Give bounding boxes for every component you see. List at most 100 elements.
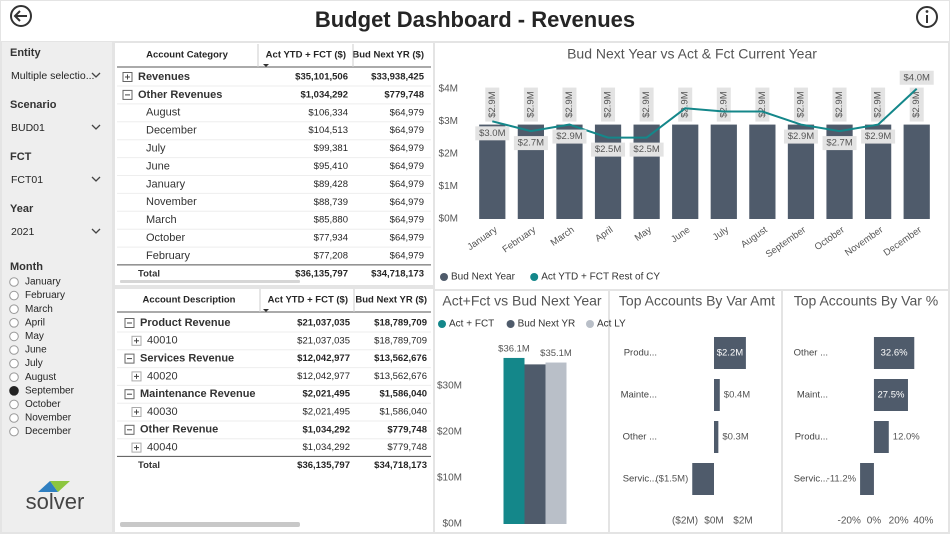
radio-button[interactable] (9, 358, 19, 369)
data-label: $0.4M (724, 390, 750, 401)
radio-button[interactable] (9, 413, 19, 423)
row-label: Services Revenue (140, 353, 234, 365)
filter-value[interactable]: 2021 (11, 226, 35, 238)
label-box (523, 87, 538, 122)
cell-value: $13,562,676 (374, 353, 427, 364)
radio-button[interactable] (9, 331, 19, 342)
table-panel (115, 289, 433, 532)
data-label: $4.0M (904, 72, 930, 83)
filter-label: Scenario (10, 99, 57, 111)
data-label: $2.9M (525, 91, 536, 117)
data-label: $2.9M (757, 91, 768, 117)
legend-label: Act LY (597, 319, 626, 330)
data-label: $2.9M (795, 91, 806, 117)
radio-button[interactable] (9, 277, 19, 287)
row-label: 40030 (147, 406, 178, 418)
cell-value: $64,979 (390, 197, 424, 208)
label-box (639, 87, 654, 122)
radio-button[interactable] (9, 318, 19, 328)
data-label: $2.9M (603, 91, 614, 117)
data-label: ($1.5M) (656, 474, 689, 485)
column-header: Bud Next YR ($) (352, 50, 424, 61)
data-label: $2.9M (718, 91, 729, 117)
chart-title: Act+Fct vs Bud Next Year (442, 293, 601, 309)
bar (873, 421, 889, 453)
radio-button[interactable] (9, 290, 19, 301)
radio-button[interactable] (9, 345, 19, 355)
tick-label: $0M (439, 214, 458, 225)
scrollbar[interactable] (120, 280, 300, 283)
month-option[interactable]: February (25, 290, 65, 301)
label-box (861, 129, 896, 144)
filter-value[interactable]: BUD01 (11, 122, 45, 134)
row-label: Maintenance Revenue (140, 388, 256, 400)
filter-value[interactable]: Multiple selectio... (11, 70, 94, 82)
row-label: 40040 (147, 442, 178, 454)
radio-button[interactable] (9, 386, 19, 396)
dropdown-chevron[interactable] (91, 176, 101, 182)
data-label: $2.9M (487, 91, 498, 117)
bar (503, 357, 525, 524)
column-header: Act YTD + FCT ($) (268, 295, 348, 306)
tick-label: $30M (437, 381, 462, 392)
back-button[interactable] (10, 5, 32, 27)
scrollbar[interactable] (120, 522, 300, 527)
month-option[interactable]: April (25, 317, 45, 328)
page-title: Budget Dashboard - Revenues (315, 7, 635, 32)
legend-marker (506, 320, 515, 328)
bar (714, 337, 746, 369)
filter-label: FCT (10, 151, 32, 163)
data-label: $0.3M (722, 432, 748, 443)
data-label: $2.9M (556, 131, 582, 142)
row-label: Total (138, 268, 160, 279)
month-option[interactable]: July (25, 358, 43, 369)
tick-label: -20% (838, 516, 861, 527)
cell-value: $64,979 (390, 143, 424, 154)
row-label: October (146, 232, 185, 244)
chart-title: Top Accounts By Var Amt (619, 293, 775, 309)
info-button[interactable] (916, 6, 938, 28)
legend-marker (530, 273, 539, 281)
label-box (513, 136, 548, 151)
cell-value: $779,748 (387, 442, 427, 453)
month-option[interactable]: May (25, 331, 44, 342)
logo: solver (26, 481, 84, 514)
bar (860, 463, 874, 495)
category-label: Other ... (794, 348, 828, 359)
cell-value: $64,979 (390, 107, 424, 118)
cell-value: $104,513 (308, 125, 348, 136)
cell-value: $21,037,035 (297, 335, 350, 346)
legend-marker (586, 320, 594, 328)
chart-panel (610, 291, 781, 532)
cell-value: $779,748 (387, 424, 427, 435)
radio-button[interactable] (9, 399, 19, 410)
cell-value: $21,037,035 (297, 318, 351, 329)
category-label: Mainte... (621, 390, 657, 401)
radio-button[interactable] (9, 426, 19, 437)
month-option[interactable]: December (25, 426, 72, 437)
label-box (601, 87, 616, 122)
label-box (678, 87, 693, 122)
month-option[interactable]: June (25, 345, 47, 356)
dropdown-chevron[interactable] (91, 72, 101, 78)
cell-value: $64,979 (390, 251, 424, 262)
radio-button[interactable] (9, 372, 19, 383)
month-option[interactable]: November (25, 413, 72, 424)
filter-value[interactable]: FCT01 (11, 174, 43, 186)
month-option[interactable]: March (25, 304, 53, 315)
label-box (629, 142, 664, 157)
cell-value: $95,410 (314, 161, 348, 172)
month-option[interactable]: October (25, 399, 61, 410)
month-option[interactable]: September (25, 385, 75, 396)
dropdown-chevron[interactable] (91, 124, 101, 130)
column-header: Act YTD + FCT ($) (266, 50, 346, 61)
dropdown-chevron[interactable] (91, 228, 101, 234)
month-option[interactable]: August (25, 372, 56, 383)
month-option[interactable]: January (25, 277, 61, 288)
header-bar (1, 1, 949, 41)
bar (672, 124, 699, 219)
radio-button[interactable] (9, 304, 19, 315)
data-label: $3.0M (479, 128, 505, 139)
tick-label: 40% (913, 516, 933, 527)
cell-value: $36,135,797 (295, 268, 348, 279)
